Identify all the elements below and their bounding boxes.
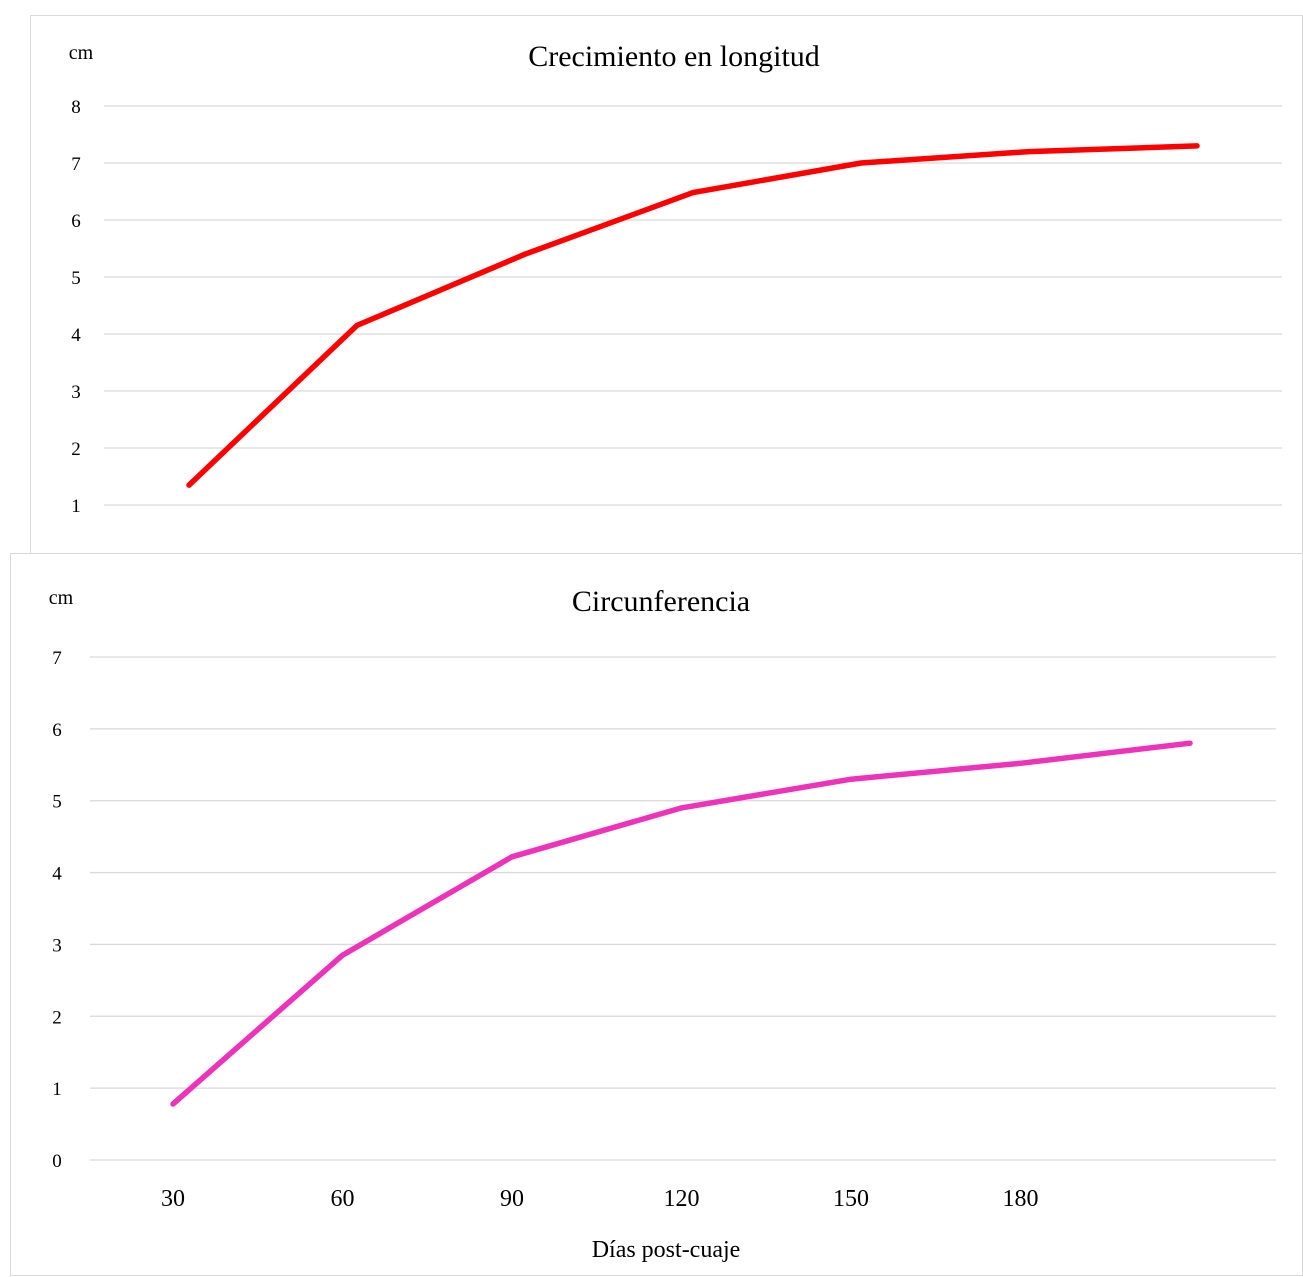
y-tick-label-2: 2 [71, 439, 81, 460]
x-tick-label-90: 90 [500, 1186, 524, 1212]
x-axis-label: Días post-cuaje [592, 1237, 741, 1263]
y-tick-label-2: 2 [52, 1007, 62, 1028]
y-tick-label-1: 1 [71, 496, 81, 517]
series-line-0 [186, 143, 1200, 488]
circumference-chart-svg: cm Circunferencia 0 1 2 3 4 5 6 7 30 60 90 120 150 1… [49, 585, 1276, 1263]
chart-title: Circunferencia [572, 585, 750, 618]
y-tick-label-6: 6 [71, 211, 81, 232]
y-tick-label-3: 3 [52, 935, 62, 956]
y-tick-label-0: 0 [52, 1151, 62, 1172]
y-unit-label: cm [49, 587, 74, 609]
x-tick-label-180: 180 [1003, 1186, 1039, 1212]
series-line-0 [170, 740, 1193, 1107]
y-tick-label-3: 3 [71, 382, 81, 403]
y-tick-label-4: 4 [52, 864, 62, 885]
chart-title: Crecimiento en longitud [528, 40, 820, 73]
y-tick-label-8: 8 [71, 97, 81, 118]
x-tick-label-30: 30 [161, 1186, 185, 1212]
y-tick-label-1: 1 [52, 1079, 62, 1100]
y-tick-label-4: 4 [71, 325, 81, 346]
y-unit-label: cm [69, 42, 94, 64]
y-tick-label-7: 7 [52, 648, 62, 669]
y-tick-label-7: 7 [71, 154, 81, 175]
y-tick-label-5: 5 [52, 792, 62, 813]
chart-panel-length: cm Crecimiento en longitud 012345678 [30, 15, 1303, 575]
y-tick-label-6: 6 [52, 720, 62, 741]
x-tick-label-120: 120 [664, 1186, 700, 1212]
x-tick-label-60: 60 [331, 1186, 355, 1212]
y-tick-label-5: 5 [71, 268, 81, 289]
x-tick-label-150: 150 [833, 1186, 869, 1212]
chart-panel-circumference: cm Circunferencia 0 1 2 3 4 5 6 7 30 60 90 120 150 1… [10, 553, 1303, 1276]
length-chart-svg: cm Crecimiento en longitud 012345678 [69, 40, 1282, 574]
